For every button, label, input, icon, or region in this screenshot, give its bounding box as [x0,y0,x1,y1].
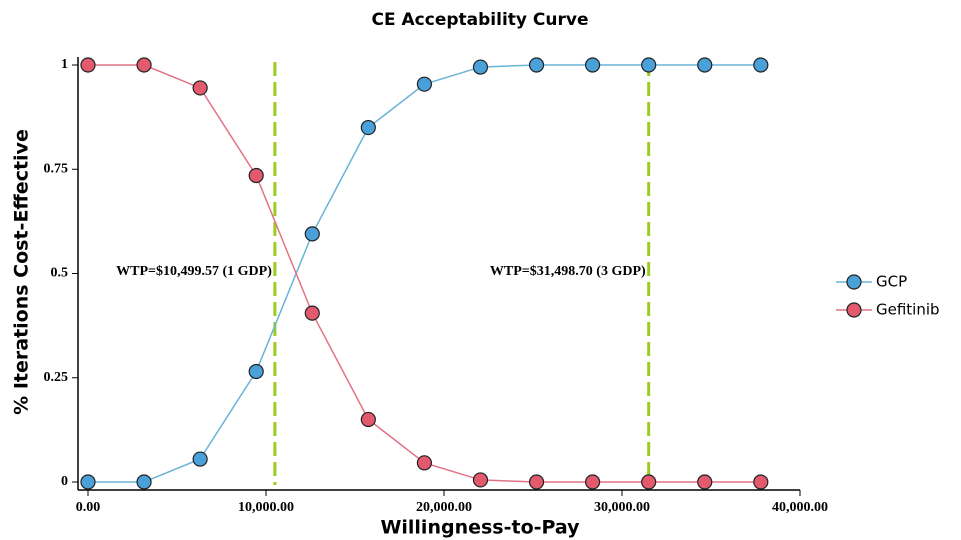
wtp-annotation: WTP=$10,499.57 (1 GDP) [116,264,272,279]
data-point [697,474,713,490]
y-tick-label: 0.25 [44,370,69,385]
x-axis-label: Willingness-to-Pay [380,517,580,539]
data-point [641,57,657,73]
data-point [248,363,264,380]
data-point [416,455,433,471]
data-point [585,57,601,73]
data-point [753,474,769,490]
data-point [585,474,601,490]
data-point [192,451,208,467]
data-point [360,411,376,428]
wtp-annotation: WTP=$31,498.70 (3 GDP) [490,264,646,279]
data-point [80,57,96,73]
data-point [472,472,489,488]
data-point [304,226,320,242]
data-point [360,119,376,136]
x-tick-label: 0.00 [76,500,101,515]
y-tick-label: 0.5 [51,266,69,281]
x-tick-label: 30,000.00 [594,500,650,515]
y-tick-label: 0 [61,474,68,489]
data-point [472,59,489,75]
data-point [192,80,208,96]
x-tick-label: 10,000.00 [238,500,294,515]
y-tick-label: 1 [61,57,68,72]
data-point [697,57,713,73]
data-point [136,474,152,490]
data-point [528,57,545,73]
x-tick-label: 20,000.00 [416,500,472,515]
data-point [80,474,96,490]
legend-marker [846,302,862,318]
data-point [753,57,769,73]
y-tick-label: 0.75 [44,161,69,176]
legend-label: Gefitinib [876,301,940,319]
x-tick-label: 40,000.00 [772,500,828,515]
data-point [248,167,264,184]
data-point [528,474,545,490]
data-point [416,76,433,92]
legend-label: GCP [876,273,907,291]
data-point [304,305,320,321]
data-point [136,57,152,73]
data-point [641,474,657,490]
y-axis-label: % Iterations Cost-Effective [11,129,33,415]
chart-title: CE Acceptability Curve [372,10,589,30]
legend-marker [846,274,862,290]
